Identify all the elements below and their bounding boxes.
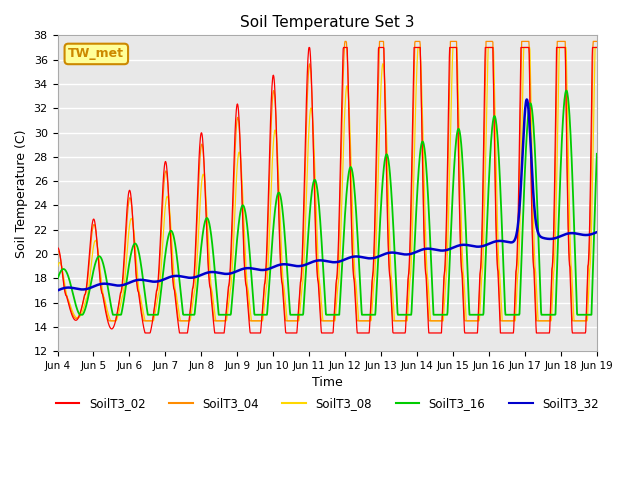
Legend: SoilT3_02, SoilT3_04, SoilT3_08, SoilT3_16, SoilT3_32: SoilT3_02, SoilT3_04, SoilT3_08, SoilT3_…	[51, 392, 604, 415]
Title: Soil Temperature Set 3: Soil Temperature Set 3	[240, 15, 415, 30]
Text: TW_met: TW_met	[68, 48, 124, 60]
Y-axis label: Soil Temperature (C): Soil Temperature (C)	[15, 129, 28, 257]
X-axis label: Time: Time	[312, 376, 342, 389]
